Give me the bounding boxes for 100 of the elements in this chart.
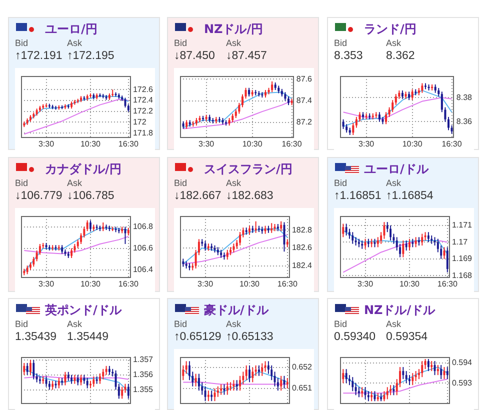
x-tick-label: 10:30 <box>239 279 260 288</box>
text: 8.362 <box>386 50 415 62</box>
candlestick <box>102 368 104 380</box>
y-tick-label: 87.2 <box>296 118 313 127</box>
chart-title: 豪ドル/ドル <box>204 302 268 319</box>
y-tick-label: 87.4 <box>296 96 313 105</box>
chart-title: ランド/円 <box>364 21 416 38</box>
candlestick <box>386 386 388 400</box>
text: ↓87.457 <box>226 50 267 62</box>
candlestick <box>364 386 366 400</box>
y-tick-label: 0.651 <box>292 384 313 393</box>
y-tick-label: 106.8 <box>132 222 154 231</box>
candlestick <box>408 238 410 252</box>
y-tick-label: 8.36 <box>456 116 473 126</box>
y-tick-label: 1.169 <box>452 254 473 264</box>
candlestick <box>226 382 228 396</box>
candlestick <box>239 232 241 246</box>
candlestick <box>216 386 219 398</box>
candlestick <box>121 386 124 400</box>
x-tick-label: 3:30 <box>197 279 214 288</box>
x-tick-label: 3:30 <box>198 139 215 148</box>
candlestick <box>241 94 244 108</box>
x-tick-label: 10:30 <box>402 139 423 148</box>
y-tick-label: 172.2 <box>132 106 154 116</box>
x-tick-label: 16:30 <box>118 279 139 288</box>
candlestick <box>402 366 404 380</box>
text: Bid <box>174 319 188 329</box>
candlestick <box>394 94 397 106</box>
text: Bid <box>174 178 188 188</box>
text: ↑0.65133 <box>226 331 274 343</box>
candlestick <box>342 118 344 130</box>
text: 0.59340 <box>334 331 376 343</box>
text: Ask <box>386 38 402 48</box>
candlestick <box>352 376 354 392</box>
candlestick <box>385 112 388 125</box>
y-tick-label: 106.4 <box>132 265 154 274</box>
candlestick <box>220 384 222 396</box>
y-tick-label: 182.8 <box>292 225 313 234</box>
y-tick-label: 182.6 <box>292 243 313 252</box>
x-tick-label: 16:30 <box>442 139 462 148</box>
text: Bid <box>15 38 28 48</box>
candlestick <box>86 220 88 232</box>
candlestick <box>447 116 450 131</box>
chart-title: NZドル/ドル <box>364 302 436 319</box>
text: ↑172.191 <box>15 50 62 62</box>
candlestick <box>204 240 206 252</box>
x-tick-label: 16:30 <box>282 139 302 148</box>
candlestick <box>239 375 241 392</box>
candlestick <box>421 82 424 94</box>
candlestick <box>58 377 60 389</box>
text: Bid <box>174 38 188 48</box>
candlestick <box>352 122 354 136</box>
candlestick <box>280 375 282 392</box>
y-tick-label: 172.4 <box>132 96 154 105</box>
y-tick-label: 1.355 <box>132 384 154 394</box>
candlestick <box>412 372 414 386</box>
text: Bid <box>334 178 348 188</box>
y-tick-label: 171.8 <box>132 128 154 138</box>
candlestick <box>210 390 213 402</box>
candlestick <box>45 376 48 388</box>
text: ↑1.16854 <box>386 190 434 202</box>
candlestick <box>345 368 348 384</box>
text: Ask <box>67 38 82 48</box>
text: Ask <box>226 319 242 329</box>
chart-title: スイスフラン/円 <box>204 161 292 178</box>
candlestick <box>352 232 354 244</box>
candlestick <box>411 88 414 101</box>
candlestick <box>370 390 373 402</box>
text: ↓182.667 <box>174 190 222 202</box>
candlestick <box>32 359 35 380</box>
candlestick <box>198 373 200 392</box>
candlestick <box>383 390 386 402</box>
candlestick <box>342 368 344 384</box>
y-tick-label: 182.4 <box>292 261 313 270</box>
candlestick <box>252 367 254 383</box>
chart-title: NZドル/円 <box>204 21 264 38</box>
text: Ask <box>67 319 82 329</box>
candlestick <box>261 362 264 376</box>
candlestick <box>254 364 257 376</box>
text: 1.35439 <box>15 331 57 343</box>
candlestick <box>390 384 392 396</box>
y-tick-label: 1.168 <box>452 270 473 280</box>
candlestick <box>424 358 426 370</box>
y-tick-label: 106.6 <box>132 244 154 253</box>
candlestick <box>355 116 358 128</box>
candlestick <box>80 374 82 386</box>
candlestick <box>392 384 395 396</box>
candlestick <box>23 362 26 376</box>
candlestick <box>436 364 439 376</box>
candlestick <box>390 224 392 241</box>
x-tick-label: 16:30 <box>437 279 458 288</box>
text: ↑1.16851 <box>334 190 382 202</box>
chart-title: カナダドル/円 <box>45 161 122 178</box>
text: 8.353 <box>334 50 363 62</box>
y-tick-label: 0.652 <box>292 362 313 372</box>
y-tick-label: 1.171 <box>452 220 473 230</box>
x-tick-label: 10:30 <box>242 139 263 148</box>
candlestick <box>280 220 282 232</box>
text: Ask <box>226 38 242 48</box>
candlestick <box>345 223 348 236</box>
